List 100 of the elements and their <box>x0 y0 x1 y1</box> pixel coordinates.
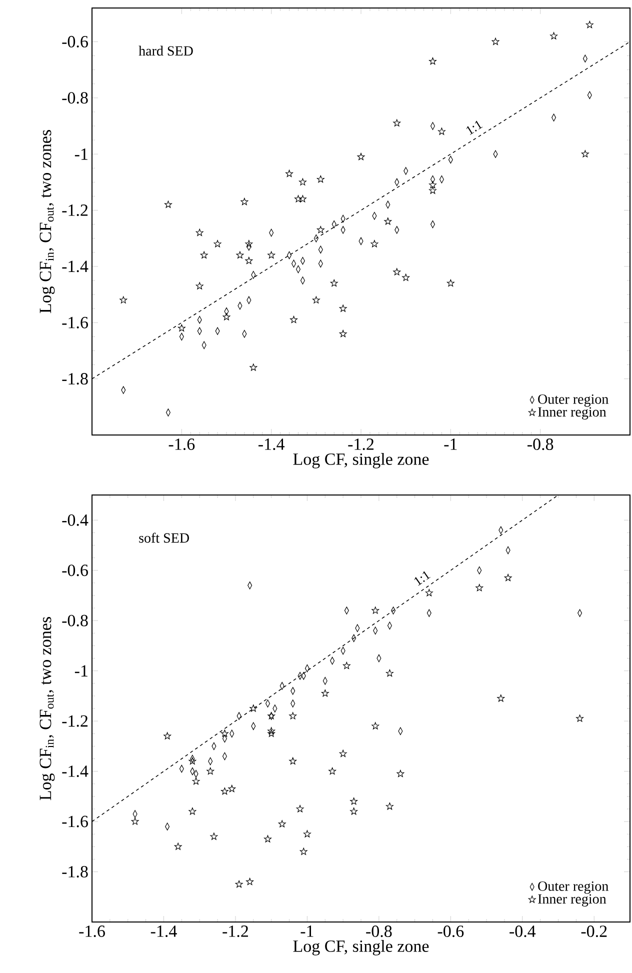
point <box>268 730 276 737</box>
x-tick-label: -1 <box>444 438 457 450</box>
point <box>220 787 228 795</box>
point <box>264 835 272 842</box>
y-tick-label: -0.4 <box>62 514 88 526</box>
x-tick-label: -1 <box>300 926 314 937</box>
point <box>350 798 358 805</box>
point <box>339 304 347 312</box>
y-tick-label: -0.6 <box>62 564 88 576</box>
point <box>316 175 324 183</box>
point <box>492 38 500 45</box>
y-tick-label: -1.2 <box>62 204 88 216</box>
y-tick-label: -0.6 <box>62 36 88 48</box>
point <box>214 240 222 248</box>
point <box>298 195 306 202</box>
point <box>188 808 196 815</box>
point <box>339 330 347 338</box>
point <box>372 722 380 730</box>
text: 1:1 <box>466 120 483 135</box>
point <box>294 195 302 202</box>
point <box>245 256 253 264</box>
point <box>393 268 401 276</box>
point <box>316 226 324 234</box>
point <box>386 802 394 810</box>
x-tick-label: -0.2 <box>581 926 607 938</box>
point <box>438 128 446 135</box>
point <box>429 57 436 65</box>
point <box>384 218 392 225</box>
legend-label: Outer region <box>538 394 608 407</box>
point <box>164 200 172 208</box>
point <box>576 714 584 722</box>
legend-label: Outer region <box>538 881 608 894</box>
point <box>120 296 128 304</box>
point <box>425 589 433 596</box>
point <box>220 730 228 737</box>
legend-label: Inner region <box>538 407 606 420</box>
x-tick-label: -0.8 <box>528 438 554 450</box>
point <box>393 119 401 126</box>
point <box>298 178 306 186</box>
point <box>289 712 297 720</box>
point <box>240 198 248 206</box>
y-tick-label: -1.6 <box>62 816 88 828</box>
point <box>286 170 293 177</box>
text: 1:1 <box>414 571 430 586</box>
y-tick-label: -1.8 <box>62 373 88 385</box>
point <box>342 662 350 670</box>
y-axis-title: Log CF$_{in}$, CF$_{out}$, two zones <box>40 617 55 800</box>
point <box>476 584 484 592</box>
point <box>236 251 244 258</box>
point <box>339 750 347 757</box>
x-axis-title: Log CF, single zone <box>293 452 429 468</box>
y-tick-label: -1 <box>74 148 88 160</box>
point <box>429 181 436 188</box>
point <box>210 832 218 840</box>
point <box>296 805 304 812</box>
point <box>330 279 338 287</box>
x-tick-label: -1.2 <box>222 926 248 938</box>
x-axis-title: Log CF, single zone <box>293 940 429 956</box>
point <box>328 767 336 775</box>
point <box>268 727 276 734</box>
point <box>278 820 286 828</box>
point <box>174 842 182 850</box>
point <box>446 279 454 287</box>
point <box>268 251 276 258</box>
point <box>372 606 380 614</box>
point <box>300 848 308 855</box>
point <box>586 20 594 28</box>
x-tick-label: -1.4 <box>258 438 285 450</box>
point <box>289 757 297 764</box>
point <box>550 32 558 40</box>
point <box>429 186 436 194</box>
x-tick-label: -1.4 <box>150 926 177 937</box>
point <box>402 274 410 281</box>
point <box>246 878 254 886</box>
point <box>250 704 258 712</box>
x-tick-label: -0.8 <box>366 926 392 938</box>
point <box>250 364 258 371</box>
point <box>497 694 505 702</box>
y-tick-label: -1.6 <box>62 316 88 328</box>
point <box>312 296 320 304</box>
x-tick-label: -1.6 <box>168 438 195 450</box>
x-tick-label: -0.4 <box>510 926 536 938</box>
annotation: hard SED <box>138 46 193 56</box>
point <box>228 784 236 792</box>
point <box>357 152 365 160</box>
y-tick-label: -0.8 <box>62 92 88 104</box>
point <box>504 574 512 582</box>
point <box>200 251 208 258</box>
y-tick-label: -1.4 <box>62 766 88 778</box>
legend-label: Inner region <box>538 894 606 907</box>
y-tick-label: -1.2 <box>62 715 88 727</box>
y-tick-label: -0.8 <box>62 614 88 626</box>
y-tick-label: -1 <box>74 665 88 676</box>
x-tick-label: -0.6 <box>438 926 464 938</box>
point <box>192 777 200 785</box>
point <box>350 808 358 815</box>
point <box>321 690 329 697</box>
y-axis-title: Log CF$_{in}$, CF$_{out}$, two zones <box>40 130 55 314</box>
x-tick-label: -1.2 <box>348 438 374 450</box>
point <box>131 818 139 825</box>
